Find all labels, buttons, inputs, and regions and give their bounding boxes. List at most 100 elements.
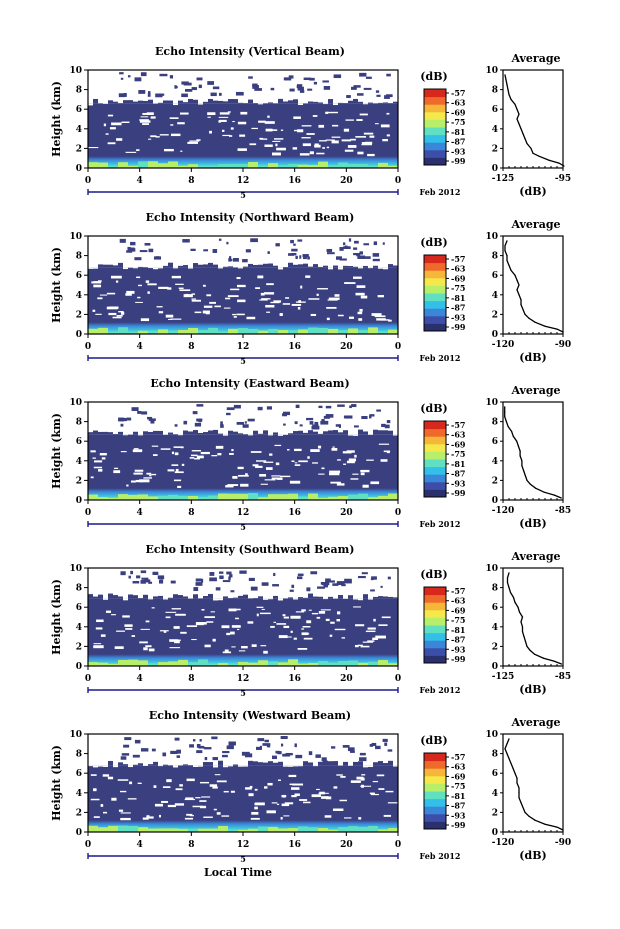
y-axis-label: Height (km) bbox=[50, 81, 63, 157]
echo-cell bbox=[333, 265, 338, 268]
echo-cell bbox=[183, 430, 188, 435]
echo-gap bbox=[237, 299, 246, 303]
profile-point bbox=[521, 626, 524, 628]
echo-gap bbox=[198, 765, 203, 767]
echo-cell bbox=[242, 424, 249, 428]
echo-gap bbox=[264, 121, 275, 124]
echo-cell bbox=[306, 417, 314, 421]
echo-gap bbox=[146, 472, 152, 475]
echo-gap bbox=[298, 103, 303, 106]
colorbar-tick-label: -63 bbox=[451, 762, 466, 772]
echo-gap bbox=[330, 481, 341, 484]
echo-cell bbox=[248, 662, 258, 666]
echo-cell bbox=[333, 74, 342, 79]
echo-gap bbox=[266, 311, 271, 313]
echo-cell bbox=[299, 90, 305, 93]
echo-cell bbox=[318, 497, 328, 500]
echo-gap bbox=[142, 123, 149, 125]
y-tick-label: 2 bbox=[76, 476, 82, 486]
echo-cell bbox=[208, 327, 218, 334]
echo-cell bbox=[158, 163, 168, 168]
echo-cell bbox=[148, 828, 158, 832]
echo-cell bbox=[168, 828, 178, 832]
echo-cell bbox=[208, 593, 213, 599]
echo-cell bbox=[318, 102, 323, 104]
colorbar-tick-label: -57 bbox=[451, 752, 465, 762]
echo-cell bbox=[298, 826, 308, 832]
echo-cell bbox=[192, 739, 196, 742]
echo-gap bbox=[214, 774, 221, 776]
echo-gap bbox=[261, 608, 265, 610]
echo-gap bbox=[140, 318, 150, 322]
echo-cell bbox=[183, 764, 188, 766]
echo-gap bbox=[240, 483, 249, 487]
echo-cell bbox=[262, 743, 271, 746]
echo-gap bbox=[251, 644, 257, 647]
echo-cell bbox=[268, 661, 278, 666]
colorbar-swatch bbox=[424, 285, 446, 294]
colorbar-frame bbox=[423, 420, 447, 498]
echo-gap bbox=[343, 463, 347, 465]
echo-cell bbox=[328, 596, 333, 599]
profile-point bbox=[522, 308, 524, 311]
echo-cell bbox=[132, 581, 140, 584]
echo-gap bbox=[97, 297, 103, 300]
echo-cell bbox=[353, 98, 358, 104]
echo-gap bbox=[150, 116, 156, 119]
echo-gap bbox=[113, 467, 119, 469]
echo-gap bbox=[171, 275, 181, 279]
echo-cell bbox=[123, 764, 128, 766]
profile-point bbox=[519, 450, 521, 452]
echo-cell bbox=[158, 662, 168, 666]
echo-gap bbox=[292, 147, 298, 150]
profile-point bbox=[522, 470, 525, 472]
echo-gap bbox=[190, 454, 198, 457]
colorbar-swatch bbox=[424, 104, 446, 113]
echo-gap bbox=[93, 816, 100, 818]
echo-cell bbox=[258, 660, 268, 666]
echo-cell bbox=[313, 264, 318, 268]
echo-gap bbox=[282, 303, 291, 305]
echo-cell bbox=[108, 663, 118, 666]
echo-cell bbox=[195, 578, 202, 582]
echo-gap bbox=[317, 445, 322, 449]
echo-gap bbox=[248, 434, 253, 436]
y-tick-label: 6 bbox=[76, 603, 82, 613]
profile-point bbox=[533, 653, 536, 655]
echo-cell bbox=[198, 165, 208, 168]
echo-cell bbox=[303, 761, 308, 766]
echo-cell bbox=[242, 259, 248, 263]
echo-gap bbox=[120, 790, 127, 793]
colorbar-swatch bbox=[424, 632, 446, 641]
colorbar-swatch bbox=[424, 255, 446, 264]
echo-gap bbox=[352, 473, 359, 475]
x-tick-label: 8 bbox=[188, 342, 194, 352]
echo-cell bbox=[218, 100, 223, 104]
echo-gap bbox=[239, 134, 246, 137]
profile-title: Average bbox=[510, 384, 560, 397]
colorbar-swatch bbox=[424, 119, 446, 128]
echo-cell bbox=[98, 327, 108, 334]
echo-cell bbox=[325, 405, 332, 409]
profile-point bbox=[516, 289, 518, 291]
echo-cell bbox=[196, 77, 203, 81]
echo-cell bbox=[387, 576, 391, 580]
echo-cell bbox=[168, 100, 173, 104]
profile-point bbox=[524, 811, 526, 814]
echo-gap bbox=[212, 786, 218, 789]
colorbar-tick-label: -69 bbox=[451, 273, 466, 283]
echo-cell bbox=[239, 570, 247, 574]
echo-cell bbox=[338, 595, 343, 599]
echo-cell bbox=[308, 327, 318, 334]
echo-cell bbox=[293, 99, 298, 104]
profile-point bbox=[520, 802, 522, 804]
echo-gap bbox=[254, 806, 258, 810]
echo-gap bbox=[358, 598, 363, 601]
echo-gap bbox=[340, 775, 346, 778]
echo-gap bbox=[199, 805, 207, 809]
colorbar-unit: (dB) bbox=[420, 402, 447, 415]
echo-cell bbox=[168, 494, 178, 500]
profile-x-tick-label: -85 bbox=[555, 506, 571, 516]
echo-gap bbox=[227, 484, 239, 487]
echo-cell bbox=[308, 101, 313, 104]
